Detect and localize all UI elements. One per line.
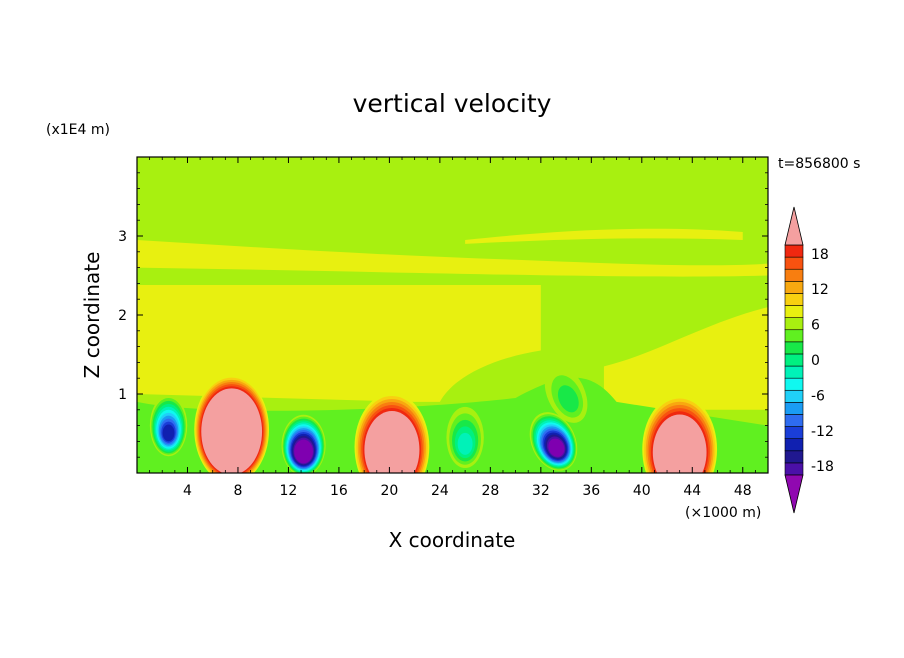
colorbar-tick-label: 12 (811, 282, 829, 298)
y-tick-label: 1 (118, 387, 127, 403)
colorbar-segment (784, 450, 804, 464)
time-label: t=856800 s (778, 156, 860, 172)
x-tick-label: 24 (431, 483, 449, 499)
y-tick-label: 2 (118, 308, 127, 324)
contour-ring (221, 424, 243, 450)
y-tick-label: 3 (118, 229, 127, 245)
x-tick-label: 20 (380, 483, 398, 499)
updraft-cell-2 (354, 392, 430, 473)
colorbar-segment (784, 426, 804, 439)
downdraft-cell-6 (149, 395, 188, 457)
y-axis-label: Z coordinate (80, 252, 104, 379)
downdraft-cell-5 (529, 412, 578, 471)
colorbar-segment (784, 462, 804, 476)
x-unit-label: (×1000 m) (685, 505, 761, 521)
x-tick-label: 32 (532, 483, 550, 499)
colorbar-segment (784, 377, 804, 391)
updraft-cell-1 (194, 375, 270, 473)
weak-updraft-region (603, 307, 768, 410)
x-tick-label: 4 (183, 483, 192, 499)
weak-updraft-region (137, 284, 541, 402)
colorbar-segment (784, 293, 804, 306)
colorbar-segment (784, 353, 804, 367)
colorbar-tick-label: 6 (811, 318, 820, 334)
contour-ring (162, 424, 175, 442)
colorbar-segment (784, 389, 804, 403)
colorbar-tick-label: -18 (811, 459, 834, 475)
colorbar-under-arrow (784, 474, 804, 514)
colorbar-tick-label: 0 (811, 353, 820, 369)
colorbar-over-arrow (784, 206, 804, 246)
x-tick-label: 8 (233, 483, 242, 499)
x-tick-label: 48 (734, 483, 752, 499)
x-axis-label: X coordinate (389, 528, 516, 552)
colorbar-segment (784, 365, 804, 379)
colorbar-segment (784, 268, 804, 282)
downdraft-cell-4 (281, 414, 326, 473)
x-tick-label: 40 (633, 483, 651, 499)
x-tick-label: 12 (280, 483, 298, 499)
colorbar-segment (784, 305, 804, 318)
contour-ring (297, 445, 311, 461)
contour-ring (668, 443, 691, 471)
colorbar-segment (784, 317, 804, 331)
upper-layer-band (137, 239, 768, 277)
colorbar: 18 12 6 0 -6 -12 -18 (784, 206, 834, 514)
x-tick-label: 16 (330, 483, 348, 499)
upper-layer-band (465, 228, 743, 244)
colorbar-tick-label: -6 (811, 388, 825, 404)
colorbar-segment (784, 244, 804, 258)
y-unit-label: (x1E4 m) (46, 122, 110, 138)
contour-ring (549, 440, 564, 456)
x-tick-label: 44 (683, 483, 701, 499)
colorbar-segment (784, 329, 804, 343)
colorbar-tick-label: -12 (811, 424, 834, 440)
x-tick-label: 28 (481, 483, 499, 499)
colorbar-segment (784, 402, 804, 415)
x-axis: 4 8 12 16 20 24 28 32 36 40 44 48 (149, 157, 756, 499)
chart-title: vertical velocity (353, 89, 552, 118)
x-tick-label: 36 (582, 483, 600, 499)
y-axis: 1 2 3 (118, 172, 768, 458)
colorbar-segment (784, 341, 804, 355)
downdraft-cell-8 (544, 365, 588, 423)
updraft-cell-3 (642, 395, 718, 473)
colorbar-tick-label: 18 (811, 247, 829, 263)
colorbar-segment (784, 256, 804, 270)
colorbar-segment (784, 281, 804, 294)
downdraft-cell-7 (446, 406, 484, 469)
contour-field (137, 157, 768, 473)
contour-ring (557, 385, 579, 413)
contour-ring (457, 432, 473, 455)
contour-ring (380, 441, 403, 468)
colorbar-segment (784, 414, 804, 427)
colorbar-segment (784, 438, 804, 452)
